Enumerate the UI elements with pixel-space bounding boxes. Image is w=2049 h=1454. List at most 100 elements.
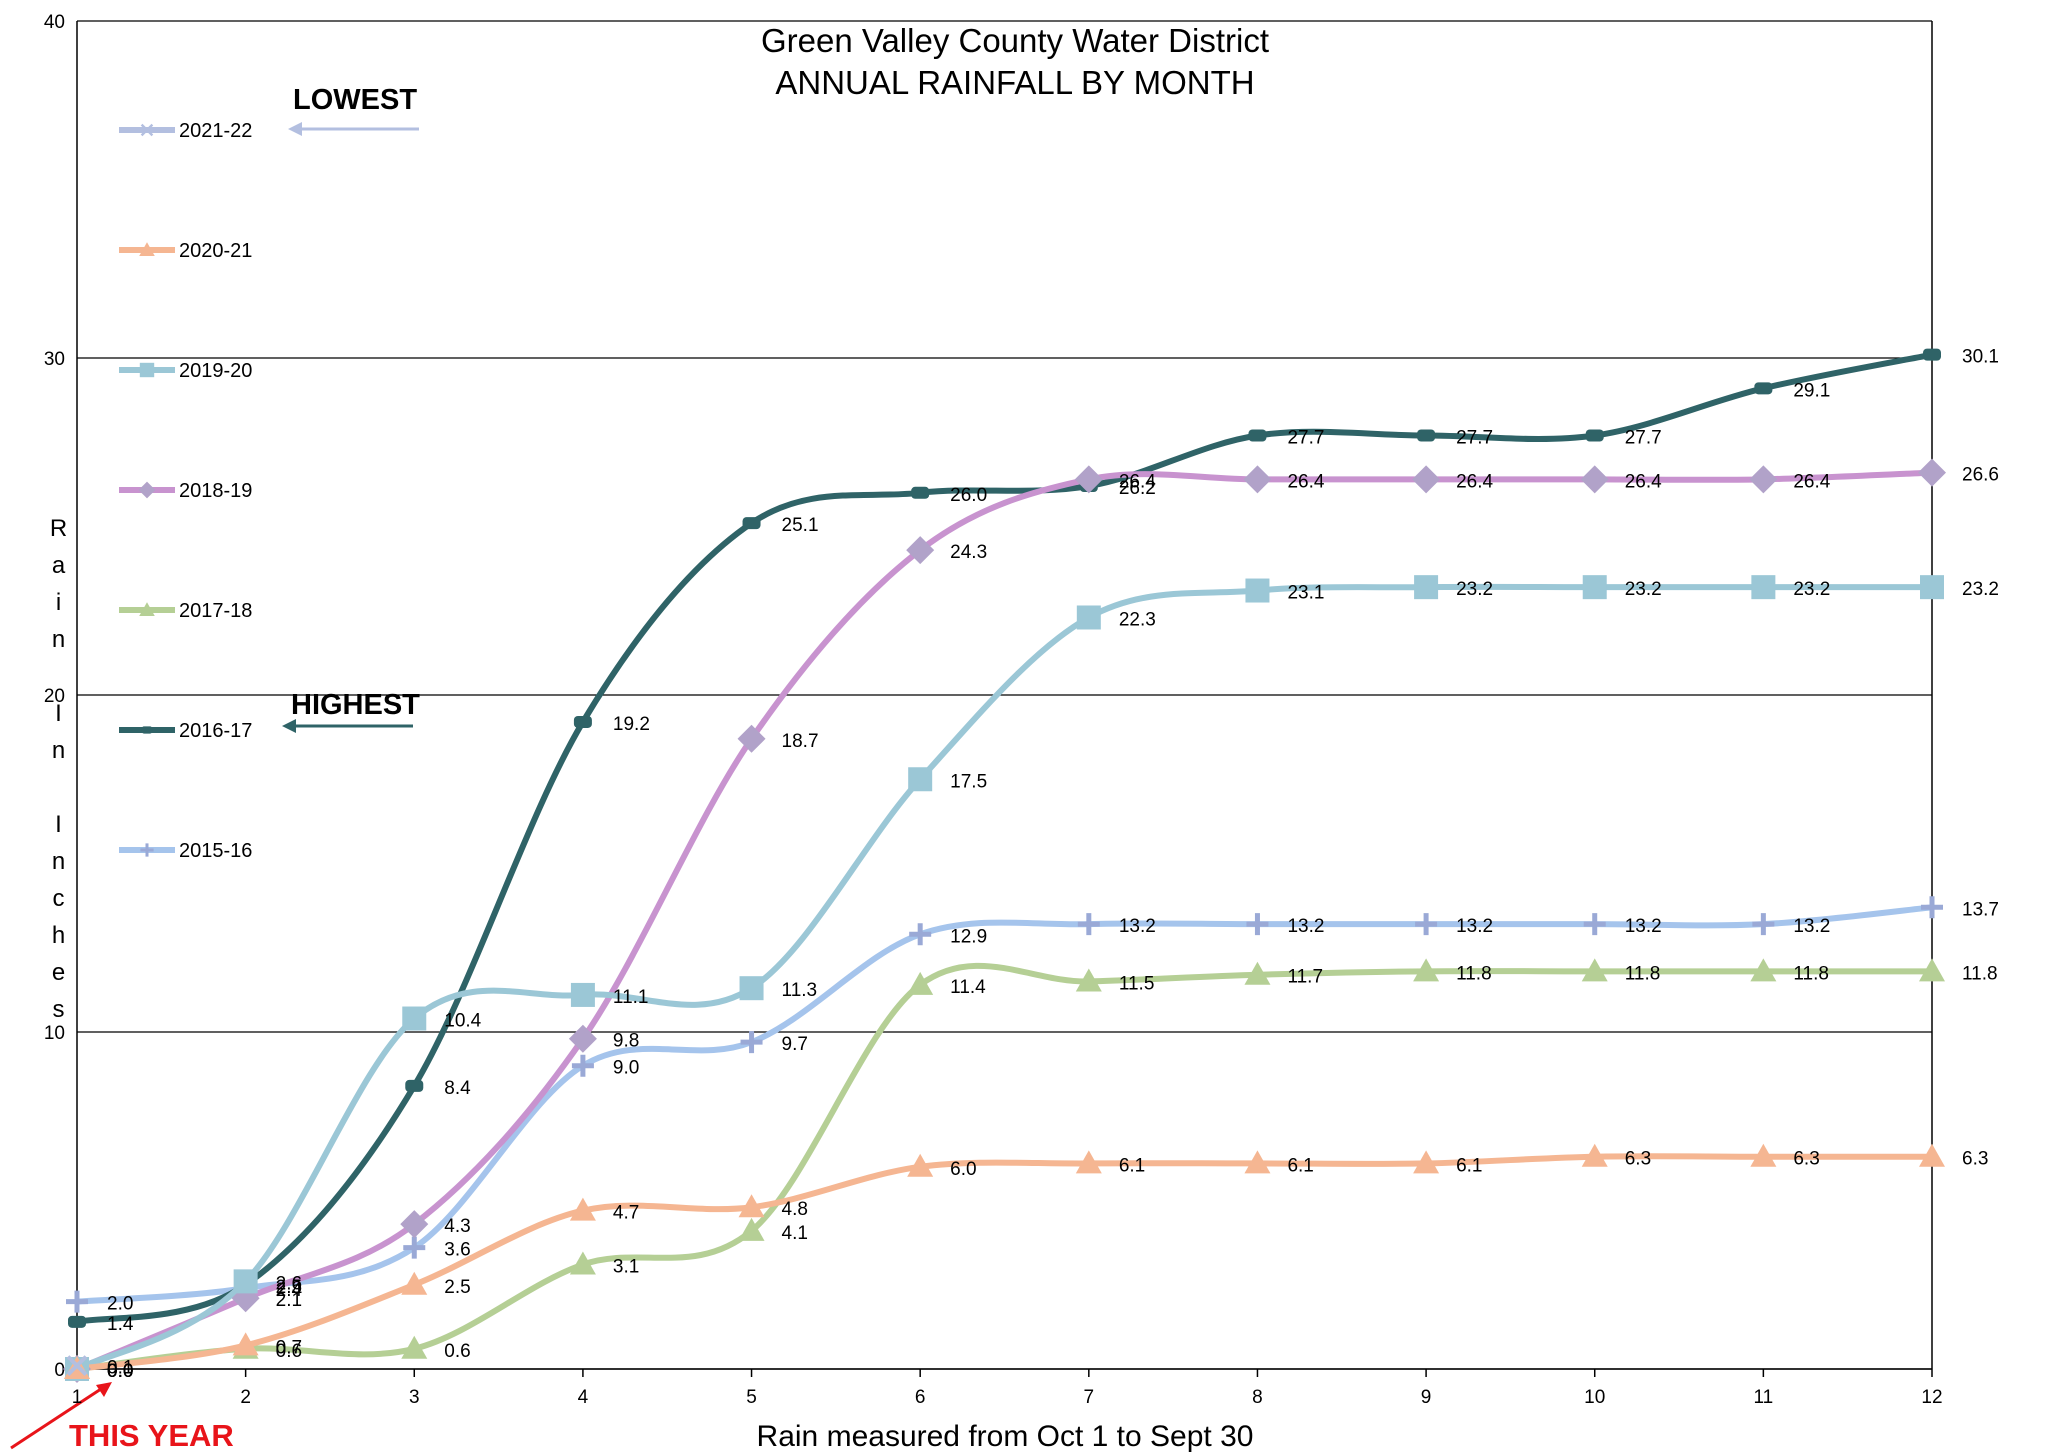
data-label: 29.1 [1793,380,1830,401]
x-tick-label: 1 [72,1387,83,1408]
data-label: 24.3 [950,542,987,563]
data-label: 26.4 [1287,471,1324,492]
annotation-arrow [10,1385,105,1450]
point [1750,1143,1777,1167]
point [568,1024,597,1053]
data-label: 0.1 [107,1358,133,1379]
data-label: 11.3 [782,980,818,1001]
data-label: 6.3 [1793,1149,1819,1170]
annotation: THIS YEAR [69,1418,234,1453]
point [1077,913,1100,936]
data-label: 26.4 [1793,471,1830,492]
data-label: 26.4 [1456,471,1493,492]
data-label: 30.1 [1962,347,1999,368]
point [1245,578,1270,603]
data-label: 0.7 [276,1337,302,1358]
data-label: 13.2 [1119,916,1156,937]
point [1244,961,1271,985]
point [740,1031,763,1054]
data-label: 27.7 [1625,428,1662,449]
point [571,1054,594,1077]
annotation-arrow-head [282,719,296,733]
point [1413,958,1440,982]
x-tick-label: 5 [746,1387,757,1408]
x-tick-label: 6 [915,1387,926,1408]
point [401,1335,428,1359]
data-label: 11.1 [613,987,649,1008]
data-label: 2.5 [276,1277,302,1298]
point [1580,465,1609,494]
data-label: 11.7 [1287,967,1323,988]
data-label: 2.4 [276,1280,303,1301]
legend-label: 2017-18 [179,600,252,622]
data-label: 17.5 [950,771,987,792]
data-label: 2.6 [276,1273,302,1294]
point [1414,575,1439,600]
point [1243,465,1272,494]
legend-marker [140,843,154,857]
x-tick-label: 11 [1753,1387,1773,1408]
point [1582,575,1607,600]
point [739,976,764,1001]
legend-marker [141,726,153,734]
data-label: 19.2 [613,714,650,735]
data-label: 23.2 [1962,579,1999,600]
point [66,1355,88,1377]
legend-marker [139,602,155,616]
point [1075,968,1102,992]
point [1750,958,1777,982]
x-tick-label: 9 [1421,1387,1432,1408]
y-tick-label: 10 [44,1023,65,1044]
point [1920,575,1944,600]
x-tick-label: 8 [1252,1387,1263,1408]
data-label: 6.1 [1287,1155,1313,1176]
point [570,982,595,1007]
data-label: 1.4 [107,1314,134,1335]
legend-label: 2018-19 [179,480,252,502]
data-label: 25.1 [782,515,819,536]
data-label: 27.7 [1287,428,1324,449]
data-label: 11.8 [1625,963,1661,984]
data-label: 10.4 [444,1011,481,1032]
data-label: 11.8 [1456,963,1492,984]
chart-title: ANNUAL RAINFALL BY MONTH [775,64,1254,101]
point [907,1153,934,1177]
point [738,1217,765,1241]
point [569,1251,596,1275]
series-line [74,1153,1935,1372]
point [573,715,592,728]
point [1412,465,1441,494]
data-label: 3.1 [613,1257,639,1278]
data-label: 27.7 [1456,428,1493,449]
data-label: 13.7 [1962,899,1999,920]
data-label: 4.8 [782,1199,808,1220]
point [403,1236,426,1259]
point [1921,896,1943,919]
data-label: 4.3 [444,1216,470,1237]
data-label: 13.2 [1625,916,1662,937]
data-label: 22.3 [1119,609,1156,630]
data-label: 23.2 [1456,579,1493,600]
legend-marker [139,362,155,378]
point [233,1269,258,1294]
point [402,1006,427,1031]
annotation-arrow-head [288,122,302,136]
point [908,767,933,792]
data-label: 0.0 [107,1361,133,1382]
point [1415,913,1438,936]
data-label: 26.2 [1119,478,1156,499]
legend-marker [140,123,154,137]
point [1918,458,1946,487]
data-label: 26.4 [1119,471,1156,492]
point [1413,1150,1440,1174]
chart-title: Green Valley County Water District [761,22,1269,59]
point [1244,1150,1271,1174]
data-label: 23.1 [1287,583,1324,604]
data-label: 23.2 [1625,579,1662,600]
data-label: 26.6 [1962,465,1999,486]
point [1076,605,1101,630]
point [1754,382,1773,395]
data-label: 4.7 [613,1203,639,1224]
